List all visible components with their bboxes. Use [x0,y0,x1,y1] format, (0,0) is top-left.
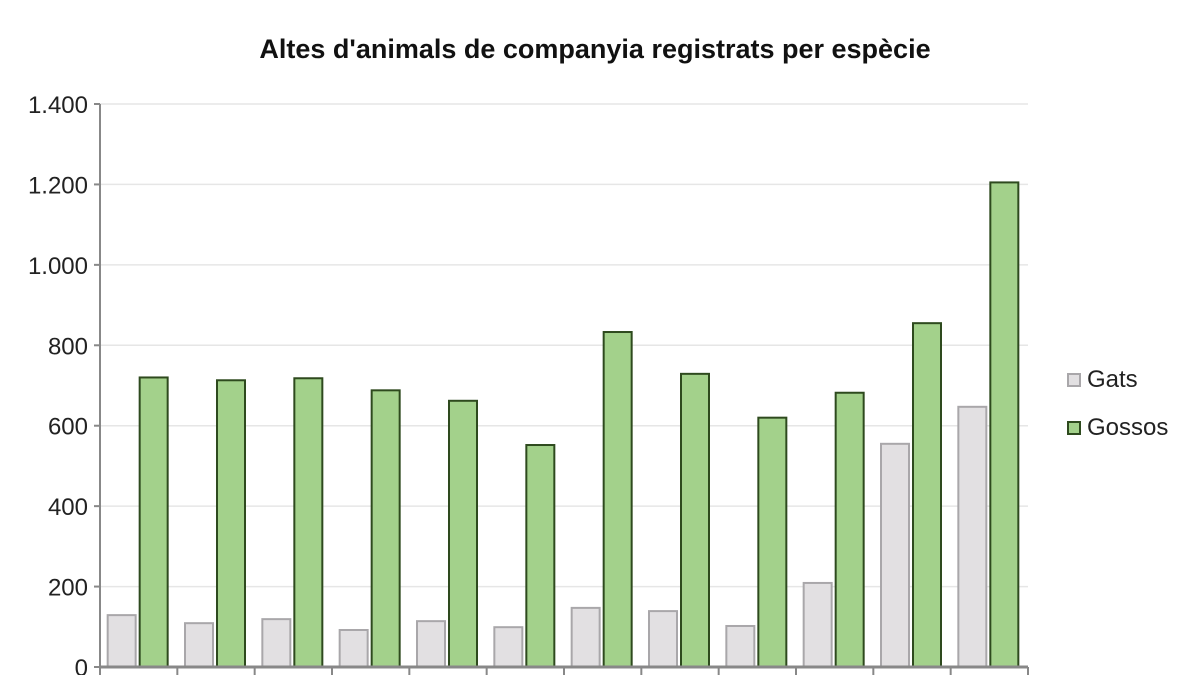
bar-gats [880,442,910,668]
bar-gats [184,622,214,669]
y-tick-label: 1.200 [28,172,88,199]
y-tick-label: 400 [48,494,88,521]
y-tick-label: 800 [48,333,88,360]
bar-gossos [448,399,478,668]
legend-swatch-gats [1067,373,1081,387]
bar-gats [493,626,524,669]
legend-label: Gats [1087,366,1138,393]
bar-gats [648,610,678,669]
bar-gats [802,581,833,669]
bar-gossos [602,331,633,668]
y-tick-label: 200 [48,575,88,602]
bar-gossos [989,181,1020,669]
y-tick-label: 1.400 [28,92,88,119]
bar-gats [570,606,601,669]
bar-gossos [680,372,710,668]
bar-gats [416,620,446,668]
bar-gats [957,405,988,668]
bar-gossos [757,416,788,668]
y-tick-label: 0 [75,655,88,675]
bar-gats [338,629,369,669]
bar-gossos [216,379,246,668]
legend-swatch-gossos [1067,421,1081,435]
bar-gossos [834,391,865,668]
bar-gossos [912,322,942,668]
bar-gossos [525,444,556,669]
bar-gats [725,624,756,669]
legend-item-gats: Gats [1067,366,1138,394]
chart-title: Altes d'animals de companyia registrats … [259,34,931,64]
legend-label: Gossos [1087,414,1169,441]
y-tick-label: 600 [48,414,88,441]
bar-gossos [138,376,169,668]
bar-gats [106,614,137,669]
y-tick-label: 1.000 [28,253,88,280]
legend-item-gossos: Gossos [1067,414,1168,442]
bar-gossos [293,377,324,668]
bar-gats [261,618,292,669]
bar-gossos [370,389,401,668]
